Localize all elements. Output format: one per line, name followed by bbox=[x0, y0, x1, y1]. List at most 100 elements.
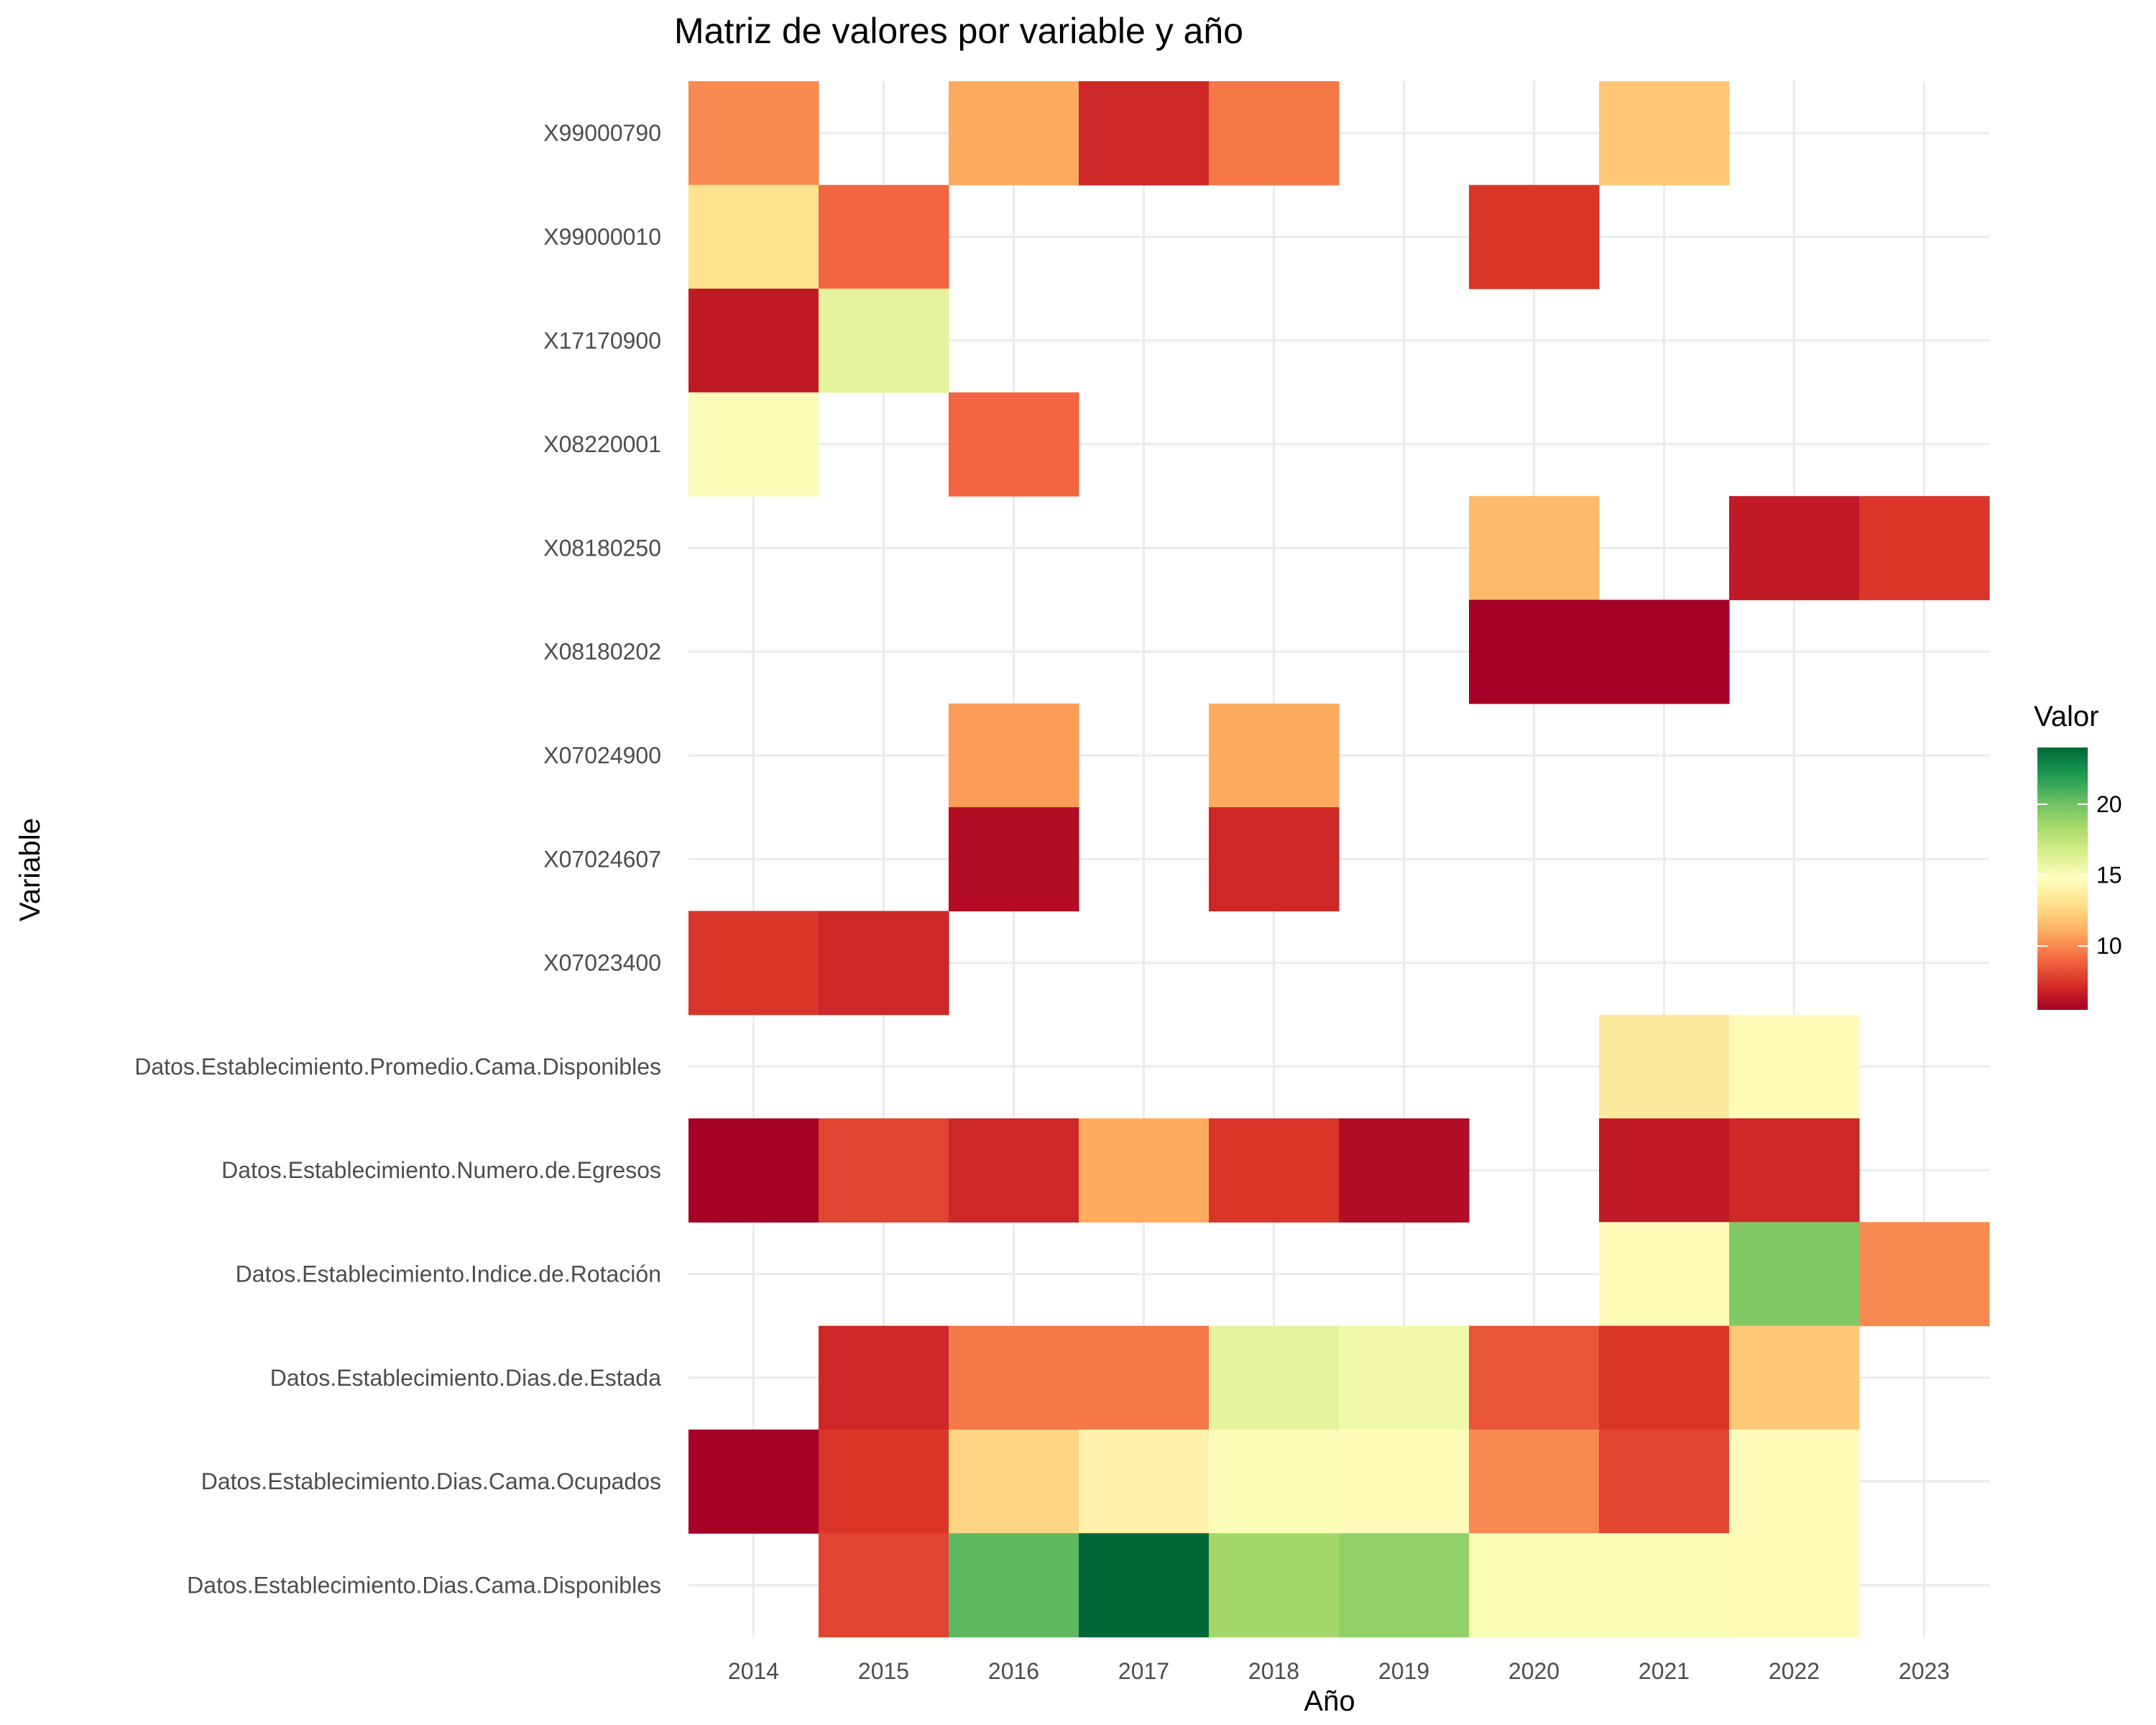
heatmap-cell bbox=[1599, 1014, 1730, 1119]
heatmap-cell bbox=[1209, 81, 1340, 185]
heatmap-cell bbox=[1469, 1533, 1600, 1638]
heatmap-cell bbox=[1079, 1118, 1210, 1223]
x-tick-label: 2014 bbox=[728, 1658, 779, 1684]
heatmap-cell bbox=[1859, 1222, 1990, 1327]
x-tick-label: 2019 bbox=[1378, 1658, 1429, 1684]
heatmap-cell bbox=[1339, 1118, 1470, 1223]
heatmap-cell bbox=[819, 1533, 949, 1638]
y-tick-label: Datos.Establecimiento.Indice.de.Rotación bbox=[236, 1261, 661, 1287]
heatmap-cell bbox=[1729, 1325, 1860, 1430]
y-tick-label: X99000010 bbox=[543, 224, 661, 250]
color-legend: Valor 10 15 20 bbox=[2034, 701, 2122, 1010]
heatmap-cell bbox=[1469, 496, 1600, 601]
x-tick-label: 2015 bbox=[858, 1658, 909, 1684]
x-tick-label: 2020 bbox=[1508, 1658, 1560, 1684]
y-axis-title: Variable bbox=[14, 818, 46, 921]
heatmap-cell bbox=[1079, 1533, 1210, 1638]
heatmap-cell bbox=[1339, 1325, 1470, 1430]
heatmap-cell bbox=[1469, 599, 1600, 704]
x-axis-title: Año bbox=[1304, 1685, 1355, 1717]
heatmap-cell bbox=[1339, 1533, 1470, 1638]
heatmap-cell bbox=[949, 1325, 1079, 1430]
heatmap-cell bbox=[1599, 1533, 1730, 1638]
heatmap-cell bbox=[1729, 1533, 1860, 1638]
y-tick-label: X99000790 bbox=[543, 120, 661, 146]
colorbar bbox=[2037, 748, 2088, 1010]
heatmap-cell bbox=[688, 288, 819, 393]
heatmap-cell bbox=[949, 81, 1079, 185]
heatmap-cell bbox=[1339, 1429, 1470, 1534]
colorbar-tick-label: 20 bbox=[2096, 791, 2122, 817]
y-tick-label: X07024900 bbox=[543, 742, 661, 768]
chart-title: Matriz de valores por variable y año bbox=[674, 11, 1243, 51]
heatmap-cell bbox=[1599, 1118, 1730, 1223]
x-tick-label: 2021 bbox=[1639, 1658, 1690, 1684]
heatmap-cell bbox=[1469, 1325, 1600, 1430]
heatmap-cell bbox=[1209, 807, 1340, 911]
heatmap-cell bbox=[949, 392, 1079, 497]
heatmap-cell bbox=[1729, 1429, 1860, 1534]
heatmap-cell bbox=[1599, 1325, 1730, 1430]
heatmap-cell bbox=[1599, 81, 1730, 185]
heatmap-cell bbox=[1079, 1429, 1210, 1534]
heatmap-cell bbox=[949, 807, 1079, 911]
heatmap-cell bbox=[819, 1118, 949, 1223]
heatmap-cell bbox=[1599, 1222, 1730, 1327]
x-tick-label: 2016 bbox=[988, 1658, 1039, 1684]
heatmap-cell bbox=[1859, 496, 1990, 601]
heatmap-cell bbox=[819, 288, 949, 393]
heatmap-cell bbox=[949, 1118, 1079, 1223]
heatmap-cell bbox=[1209, 1533, 1340, 1638]
x-tick-label: 2022 bbox=[1769, 1658, 1820, 1684]
colorbar-tick-label: 15 bbox=[2096, 862, 2122, 888]
heatmap-cell bbox=[1729, 1014, 1860, 1119]
y-tick-label: Datos.Establecimiento.Numero.de.Egresos bbox=[221, 1157, 661, 1183]
heatmap-cell bbox=[819, 185, 949, 290]
y-tick-label: Datos.Establecimiento.Dias.Cama.Ocupados bbox=[201, 1468, 661, 1494]
heatmap-cell bbox=[1729, 496, 1860, 601]
x-tick-label: 2017 bbox=[1118, 1658, 1169, 1684]
heatmap-cell bbox=[1209, 1429, 1340, 1534]
heatmap-cells bbox=[688, 81, 1990, 1638]
legend-title: Valor bbox=[2034, 701, 2099, 732]
heatmap-cell bbox=[1599, 599, 1730, 704]
heatmap-cell bbox=[688, 392, 819, 497]
y-tick-label: Datos.Establecimiento.Dias.de.Estada bbox=[270, 1365, 661, 1391]
heatmap-cell bbox=[1209, 1325, 1340, 1430]
heatmap-cell bbox=[1729, 1118, 1860, 1223]
y-tick-label: X08220001 bbox=[543, 431, 661, 457]
y-tick-labels: X99000790 X99000010 X17170900 X08220001 X081… bbox=[134, 120, 661, 1598]
heatmap-cell bbox=[949, 1429, 1079, 1534]
y-tick-label: Datos.Establecimiento.Dias.Cama.Disponib… bbox=[187, 1572, 661, 1598]
y-tick-label: Datos.Establecimiento.Promedio.Cama.Disp… bbox=[134, 1054, 661, 1080]
y-tick-label: X07023400 bbox=[543, 950, 661, 976]
heatmap-cell bbox=[688, 1429, 819, 1534]
heatmap-cell bbox=[1599, 1429, 1730, 1534]
heatmap-cell bbox=[1209, 703, 1340, 808]
x-tick-labels: 2014 2015 2016 2017 2018 2019 2020 2021 2022 2023 bbox=[728, 1658, 1950, 1684]
heatmap-cell bbox=[819, 1429, 949, 1534]
heatmap-cell bbox=[1209, 1118, 1340, 1223]
colorbar-ticks: 10 15 20 bbox=[2037, 791, 2122, 959]
heatmap-cell bbox=[949, 1533, 1079, 1638]
y-tick-label: X17170900 bbox=[543, 328, 661, 354]
heatmap-cell bbox=[688, 185, 819, 290]
heatmap-cell bbox=[688, 1118, 819, 1223]
heatmap-cell bbox=[688, 81, 819, 185]
heatmap-cell bbox=[819, 911, 949, 1016]
y-tick-label: X08180202 bbox=[543, 639, 661, 665]
heatmap-cell bbox=[1729, 1222, 1860, 1327]
colorbar-tick-label: 10 bbox=[2096, 933, 2122, 959]
heatmap-cell bbox=[1469, 1429, 1600, 1534]
x-tick-label: 2018 bbox=[1248, 1658, 1299, 1684]
heatmap-cell bbox=[1079, 1325, 1210, 1430]
heatmap-cell bbox=[688, 911, 819, 1016]
heatmap-cell bbox=[949, 703, 1079, 808]
y-tick-label: X08180250 bbox=[543, 535, 661, 561]
heatmap-cell bbox=[819, 1325, 949, 1430]
x-tick-label: 2023 bbox=[1899, 1658, 1950, 1684]
y-tick-label: X07024607 bbox=[543, 846, 661, 872]
heatmap-cell bbox=[1469, 185, 1600, 290]
heatmap-cell bbox=[1079, 81, 1210, 185]
